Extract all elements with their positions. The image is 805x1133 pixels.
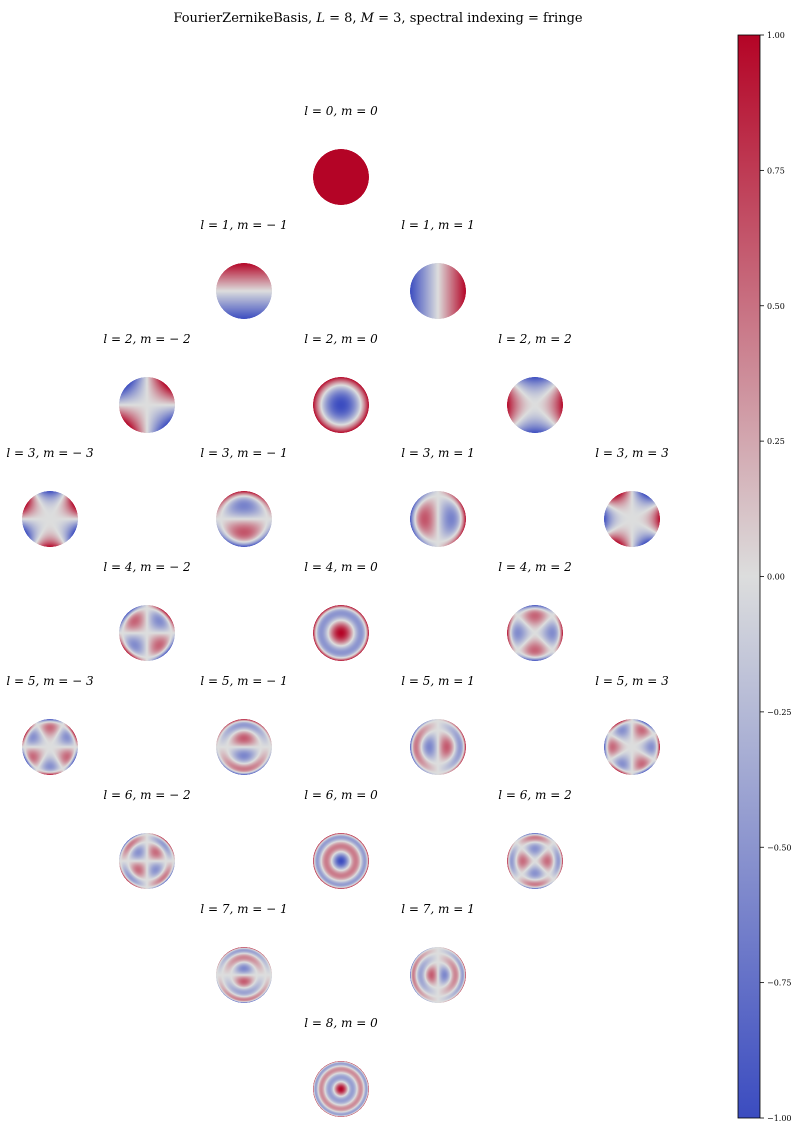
colorbar-tick-label: 0.50 [767, 302, 785, 311]
mode-panel-l4-m0: l = 4, m = 0 [304, 560, 378, 661]
mode-label: l = 6, m = − 2 [103, 788, 190, 802]
mode-disk [604, 491, 660, 547]
title-M-symbol: M [360, 11, 375, 26]
mode-disk [410, 719, 466, 775]
mode-label: l = 8, m = 0 [304, 1016, 378, 1030]
mode-label: l = 5, m = 3 [595, 674, 669, 688]
colorbar: 1.00 0.75 0.50 0.25 0.00 −0.25 −0.50 −0.75 −1.00 [737, 31, 792, 1123]
mode-disk [313, 1061, 369, 1117]
mode-disk [216, 947, 272, 1003]
mode-label: l = 2, m = − 2 [103, 332, 190, 346]
mode-panel-l1-m-1: l = 1, m = − 1 [200, 218, 288, 319]
mode-label: l = 5, m = − 1 [200, 674, 287, 688]
mode-panel-l8-m0: l = 8, m = 0 [304, 1016, 378, 1117]
mode-label: l = 2, m = 2 [498, 332, 571, 346]
colorbar-tick-label: 0.00 [767, 573, 785, 582]
mode-disk [604, 719, 660, 775]
mode-disk [507, 833, 563, 889]
chart-title: FourierZernikeBasis, L = 8, M = 3, spect… [173, 11, 583, 26]
mode-disk [119, 377, 175, 433]
mode-disk [410, 263, 466, 319]
colorbar-tick-label: −1.00 [767, 1114, 792, 1123]
mode-label: l = 3, m = 3 [595, 446, 669, 460]
colorbar-gradient [737, 34, 761, 1119]
mode-label: l = 7, m = − 1 [200, 902, 287, 916]
mode-panel-l5-m3: l = 5, m = 3 [595, 674, 669, 775]
mode-disk [22, 491, 78, 547]
mode-label: l = 6, m = 2 [498, 788, 571, 802]
mode-disk [507, 605, 563, 661]
mode-disk [216, 491, 272, 547]
colorbar-ticks: 1.00 0.75 0.50 0.25 0.00 −0.25 −0.50 −0.75 −1.00 [760, 31, 792, 1123]
colorbar-tick-label: −0.75 [767, 979, 792, 988]
mode-panel-l5-m-3: l = 5, m = − 3 [6, 674, 94, 775]
mode-panel-l3-m3: l = 3, m = 3 [595, 446, 669, 547]
mode-label: l = 5, m = − 3 [6, 674, 94, 688]
mode-disk [410, 947, 466, 1003]
mode-disk [216, 719, 272, 775]
colorbar-tick-label: 0.75 [767, 166, 785, 175]
mode-label: l = 4, m = − 2 [103, 560, 190, 574]
mode-label: l = 4, m = 0 [304, 560, 378, 574]
title-rest: spectral indexing = fringe [410, 11, 583, 26]
colorbar-tick-label: 1.00 [767, 31, 785, 40]
mode-disk [410, 491, 466, 547]
mode-disk [216, 263, 272, 319]
mode-disk [313, 377, 369, 433]
colorbar-tick-label: −0.50 [767, 843, 792, 852]
mode-panel-l7-m-1: l = 7, m = − 1 [200, 902, 288, 1003]
mode-panel-l2-m-2: l = 2, m = − 2 [103, 332, 191, 433]
mode-label: l = 3, m = − 1 [200, 446, 287, 460]
mode-disk [313, 149, 369, 205]
mode-panel-l2-m0: l = 2, m = 0 [304, 332, 378, 433]
mode-label: l = 3, m = 1 [401, 446, 474, 460]
mode-disk [507, 377, 563, 433]
mode-disk [22, 719, 78, 775]
mode-disk [313, 833, 369, 889]
mode-panel-l3-m1: l = 3, m = 1 [401, 446, 475, 547]
mode-label: l = 7, m = 1 [401, 902, 474, 916]
mode-label: l = 5, m = 1 [401, 674, 474, 688]
mode-panel-l7-m1: l = 7, m = 1 [401, 902, 475, 1003]
mode-panel-l6-m-2: l = 6, m = − 2 [103, 788, 191, 889]
title-M-value: = 3, [378, 11, 405, 26]
mode-panel-l4-m2: l = 4, m = 2 [498, 560, 572, 661]
colorbar-tick-label: −0.25 [767, 708, 792, 717]
mode-label: l = 1, m = 1 [401, 218, 474, 232]
mode-panel-l3-m-1: l = 3, m = − 1 [200, 446, 288, 547]
mode-panel-l2-m2: l = 2, m = 2 [498, 332, 572, 433]
mode-panel-l6-m0: l = 6, m = 0 [304, 788, 378, 889]
mode-label: l = 1, m = − 1 [200, 218, 287, 232]
mode-label: l = 4, m = 2 [498, 560, 571, 574]
mode-panel-l0-m0: l = 0, m = 0 [304, 104, 378, 205]
mode-panel-l3-m-3: l = 3, m = − 3 [6, 446, 94, 547]
mode-disk [119, 833, 175, 889]
mode-panel-l1-m1: l = 1, m = 1 [401, 218, 475, 319]
mode-disk [119, 605, 175, 661]
title-L-symbol: L [315, 11, 325, 26]
mode-panel-l6-m2: l = 6, m = 2 [498, 788, 572, 889]
mode-label: l = 6, m = 0 [304, 788, 378, 802]
mode-panels: l = 0, m = 0 l = 1, m = − 1 l = 1, m = 1 l … [6, 104, 669, 1117]
mode-label: l = 0, m = 0 [304, 104, 378, 118]
title-L-value: = 8, [329, 11, 356, 26]
mode-label: l = 2, m = 0 [304, 332, 378, 346]
mode-disk [313, 605, 369, 661]
mode-panel-l5-m1: l = 5, m = 1 [401, 674, 475, 775]
mode-panel-l4-m-2: l = 4, m = − 2 [103, 560, 191, 661]
mode-panel-l5-m-1: l = 5, m = − 1 [200, 674, 288, 775]
colorbar-tick-label: 0.25 [767, 437, 785, 446]
mode-label: l = 3, m = − 3 [6, 446, 94, 460]
title-name: FourierZernikeBasis, [173, 11, 312, 26]
